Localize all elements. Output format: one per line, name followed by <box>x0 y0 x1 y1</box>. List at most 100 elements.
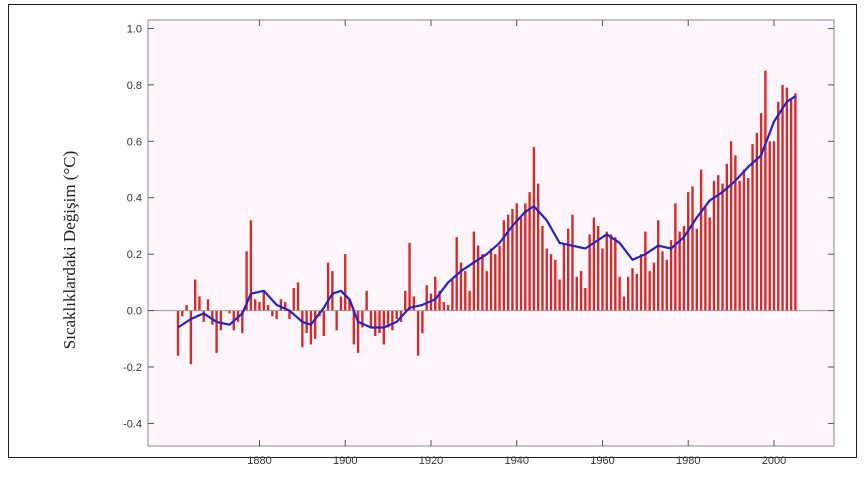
bar <box>524 203 527 311</box>
bar <box>571 214 574 311</box>
bar <box>588 234 591 311</box>
bar <box>622 296 626 311</box>
bar <box>335 310 338 331</box>
bar <box>305 310 308 334</box>
bar <box>536 183 540 311</box>
bar <box>322 310 325 336</box>
bar <box>785 87 789 311</box>
bar <box>198 296 201 311</box>
y-tick-label: 1.0 <box>127 23 142 35</box>
bar <box>648 271 651 311</box>
bar <box>605 231 608 311</box>
bar <box>279 299 283 311</box>
bar <box>301 310 304 348</box>
bar <box>421 310 424 334</box>
bar <box>704 206 707 311</box>
bar <box>554 259 557 311</box>
bar <box>416 310 420 356</box>
y-tick-label: 0.4 <box>127 193 142 205</box>
bar <box>549 254 553 311</box>
y-tick-label: 0.8 <box>127 80 142 92</box>
bar <box>412 296 416 311</box>
bar <box>567 228 570 311</box>
bar <box>481 254 484 311</box>
x-tick-label: 1920 <box>419 455 443 467</box>
bar <box>502 220 506 311</box>
bar <box>772 141 776 311</box>
bar <box>356 310 360 353</box>
bar <box>369 310 373 328</box>
bar <box>631 268 634 311</box>
axes: -0.4 -0.2 0.0 0.2 0.4 0.6 0.8 1.0 1880 1900 1920 19… <box>123 20 834 467</box>
bar <box>219 310 223 331</box>
bar <box>378 310 381 334</box>
bar <box>669 240 673 311</box>
bar <box>781 84 784 311</box>
bar <box>759 113 763 311</box>
bar <box>597 225 600 311</box>
bar <box>442 302 446 311</box>
bar <box>515 203 518 311</box>
bar <box>541 225 544 311</box>
bar <box>511 209 514 311</box>
bar <box>284 302 287 311</box>
bar <box>459 262 463 311</box>
bar <box>494 254 497 311</box>
bar <box>717 175 720 311</box>
bar <box>464 271 467 311</box>
bar <box>614 237 617 311</box>
bar <box>193 279 197 311</box>
bar <box>352 310 355 345</box>
bar <box>729 141 733 311</box>
bar <box>768 141 771 311</box>
bar <box>395 310 398 320</box>
y-tick-label: -0.2 <box>123 362 142 374</box>
y-tick-label: 0.2 <box>127 249 142 261</box>
bar <box>579 271 583 311</box>
bar <box>687 192 690 311</box>
bar <box>245 251 248 311</box>
bar <box>777 101 780 311</box>
bar <box>292 288 295 311</box>
bar <box>202 310 205 322</box>
bar <box>266 304 270 311</box>
bar <box>271 310 274 317</box>
bar <box>309 310 313 345</box>
smoothed-trend-line <box>177 95 797 329</box>
bar <box>275 310 278 320</box>
bar <box>794 93 797 311</box>
bar <box>241 310 244 334</box>
bar <box>635 273 638 311</box>
bar <box>386 310 390 328</box>
bar <box>738 180 741 311</box>
bar <box>485 271 488 311</box>
bar <box>314 310 317 339</box>
x-tick-label: 1940 <box>504 455 528 467</box>
bar <box>331 271 334 311</box>
bar <box>489 248 493 311</box>
bar <box>374 310 377 336</box>
bar <box>404 290 407 311</box>
bar <box>558 279 561 311</box>
bar <box>751 144 754 311</box>
bar <box>181 310 184 317</box>
bar <box>365 290 368 311</box>
bar <box>627 276 630 311</box>
bar <box>532 146 536 311</box>
bar <box>725 163 728 311</box>
bar <box>601 248 604 311</box>
bar <box>691 186 694 311</box>
y-tick-label: 0.0 <box>127 306 142 318</box>
bar <box>562 242 566 311</box>
bar <box>721 183 724 311</box>
x-tick-label: 2000 <box>762 455 786 467</box>
bar <box>618 276 621 311</box>
bar <box>361 310 364 328</box>
bar <box>506 214 510 311</box>
y-axis-label: Sıcaklıklardaki Değişim (°C) <box>60 151 79 349</box>
bar <box>545 248 548 311</box>
bar <box>734 155 737 311</box>
bar <box>498 245 501 311</box>
bar <box>185 304 188 311</box>
